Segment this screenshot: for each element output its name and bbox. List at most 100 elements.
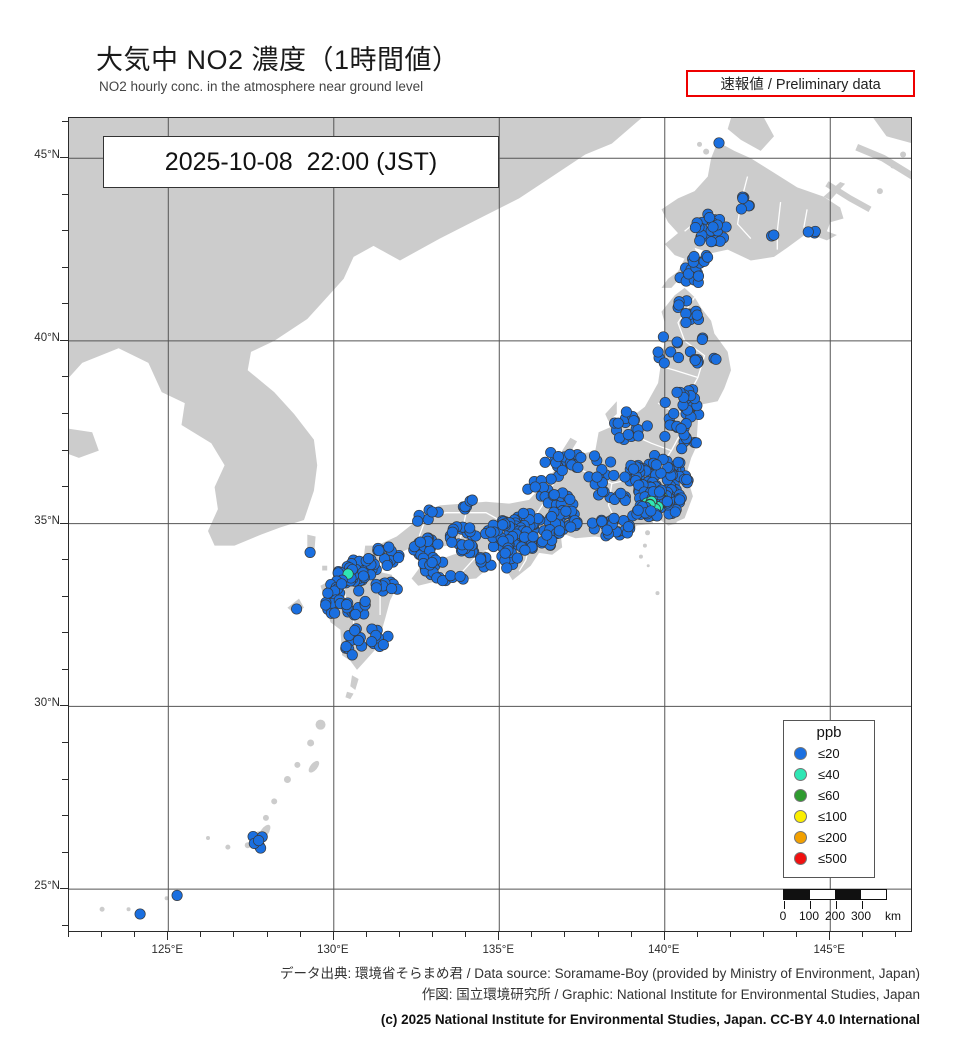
station-point[interactable] bbox=[437, 575, 449, 587]
station-point[interactable] bbox=[565, 521, 577, 533]
station-point[interactable] bbox=[690, 437, 702, 449]
station-point[interactable] bbox=[659, 430, 671, 443]
station-point[interactable] bbox=[612, 417, 624, 429]
station-point[interactable] bbox=[464, 522, 476, 534]
station-point[interactable] bbox=[370, 582, 382, 594]
station-point[interactable] bbox=[802, 226, 814, 238]
station-point[interactable] bbox=[605, 456, 617, 468]
station-point[interactable] bbox=[353, 585, 365, 597]
station-point[interactable] bbox=[414, 536, 426, 548]
station-point[interactable] bbox=[713, 137, 725, 149]
station-point[interactable] bbox=[320, 599, 332, 611]
station-point[interactable] bbox=[588, 450, 601, 462]
station-point[interactable] bbox=[341, 599, 353, 611]
station-point[interactable] bbox=[322, 587, 334, 599]
station-point[interactable] bbox=[668, 408, 680, 420]
station-point[interactable] bbox=[665, 346, 677, 358]
station-point[interactable] bbox=[377, 639, 389, 651]
station-point[interactable] bbox=[641, 420, 653, 432]
station-point[interactable] bbox=[628, 463, 640, 475]
station-point[interactable] bbox=[134, 908, 146, 920]
station-point[interactable] bbox=[349, 608, 362, 620]
station-point[interactable] bbox=[615, 487, 627, 499]
station-point[interactable] bbox=[608, 512, 620, 524]
station-point[interactable] bbox=[680, 317, 692, 329]
station-point[interactable] bbox=[541, 529, 553, 541]
station-point[interactable] bbox=[672, 352, 685, 364]
station-point[interactable] bbox=[645, 505, 657, 517]
station-point[interactable] bbox=[362, 553, 375, 565]
station-point[interactable] bbox=[608, 469, 620, 481]
station-point[interactable] bbox=[291, 603, 303, 615]
station-point[interactable] bbox=[689, 222, 701, 234]
station-point[interactable] bbox=[519, 544, 531, 556]
station-point[interactable] bbox=[671, 386, 683, 398]
station-point[interactable] bbox=[622, 429, 634, 441]
station-point[interactable] bbox=[681, 473, 693, 486]
station-point[interactable] bbox=[497, 519, 509, 531]
station-point[interactable] bbox=[553, 525, 565, 537]
station-point[interactable] bbox=[659, 396, 671, 409]
station-point[interactable] bbox=[432, 538, 444, 550]
station-point[interactable] bbox=[655, 467, 667, 479]
station-point[interactable] bbox=[383, 541, 395, 553]
station-point[interactable] bbox=[329, 607, 341, 619]
station-point[interactable] bbox=[446, 526, 459, 538]
station-point[interactable] bbox=[696, 333, 708, 345]
station-point[interactable] bbox=[710, 353, 722, 365]
station-point[interactable] bbox=[517, 507, 529, 519]
station-point[interactable] bbox=[632, 504, 644, 516]
station-point[interactable] bbox=[552, 451, 564, 463]
station-point[interactable] bbox=[707, 221, 719, 233]
station-point[interactable] bbox=[548, 489, 560, 501]
station-point[interactable] bbox=[501, 562, 513, 574]
station-point[interactable] bbox=[304, 546, 316, 558]
station-point[interactable] bbox=[628, 415, 640, 427]
station-point[interactable] bbox=[705, 236, 717, 248]
station-point[interactable] bbox=[392, 552, 405, 564]
station-point[interactable] bbox=[352, 635, 364, 647]
station-point[interactable] bbox=[675, 423, 687, 435]
station-point[interactable] bbox=[620, 406, 632, 418]
station-point[interactable] bbox=[426, 556, 438, 569]
station-point[interactable] bbox=[556, 464, 568, 477]
station-point[interactable] bbox=[527, 531, 539, 543]
station-point[interactable] bbox=[499, 547, 511, 559]
station-point[interactable] bbox=[475, 553, 487, 565]
station-point[interactable] bbox=[591, 471, 603, 483]
station-point[interactable] bbox=[454, 570, 466, 582]
station-point[interactable] bbox=[669, 506, 681, 518]
station-point[interactable] bbox=[426, 506, 438, 518]
station-point[interactable] bbox=[171, 889, 183, 901]
station-point[interactable] bbox=[622, 521, 635, 533]
station-point[interactable] bbox=[359, 595, 371, 607]
station-point[interactable] bbox=[572, 461, 584, 474]
station-point[interactable] bbox=[373, 544, 385, 557]
station-point[interactable] bbox=[466, 494, 478, 506]
station-point[interactable] bbox=[652, 346, 664, 358]
station-point[interactable] bbox=[336, 578, 348, 590]
map-plot-area[interactable] bbox=[68, 117, 912, 932]
station-point[interactable] bbox=[349, 624, 361, 637]
station-point[interactable] bbox=[691, 309, 703, 321]
station-point[interactable] bbox=[596, 515, 608, 527]
station-point[interactable] bbox=[672, 456, 684, 468]
station-point[interactable] bbox=[529, 481, 541, 493]
station-point[interactable] bbox=[511, 552, 523, 564]
station-point[interactable] bbox=[463, 539, 475, 551]
station-point[interactable] bbox=[676, 443, 688, 455]
station-point[interactable] bbox=[619, 471, 631, 483]
station-point[interactable] bbox=[485, 526, 497, 538]
station-point[interactable] bbox=[564, 448, 576, 460]
station-point[interactable] bbox=[412, 515, 424, 527]
station-point[interactable] bbox=[366, 636, 378, 648]
station-point[interactable] bbox=[650, 459, 662, 471]
station-point[interactable] bbox=[673, 299, 685, 311]
station-point[interactable] bbox=[671, 336, 683, 348]
station-point[interactable] bbox=[657, 331, 669, 343]
station-point[interactable] bbox=[381, 559, 393, 572]
station-point[interactable] bbox=[253, 835, 265, 847]
station-point[interactable] bbox=[661, 495, 673, 508]
station-point[interactable] bbox=[702, 251, 714, 263]
station-point[interactable] bbox=[386, 583, 398, 595]
